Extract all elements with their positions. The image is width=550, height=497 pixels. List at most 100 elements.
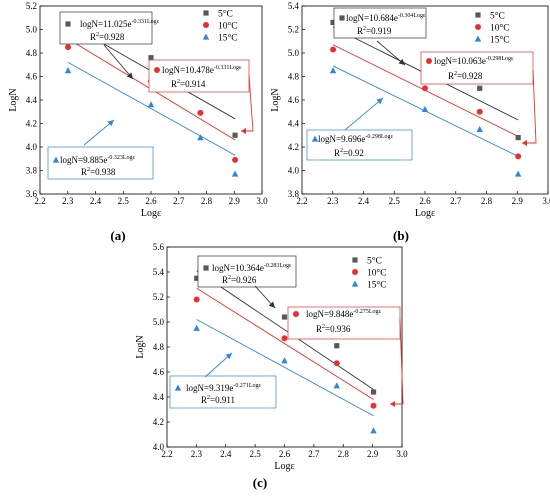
r-squared-text: R2=0.911: [201, 395, 235, 405]
r2-value: =0.92: [343, 148, 364, 158]
data-point: [370, 402, 377, 409]
y-tick-label: 5.2: [153, 292, 164, 302]
y-tick-label: 5.0: [153, 317, 165, 327]
annotation-arrow: [103, 44, 134, 80]
x-tick-label: 2.4: [358, 196, 370, 206]
equation-text: logN=9.885e-0.323Logε: [60, 155, 135, 165]
r2-superscript: 2: [87, 167, 90, 173]
data-point: [193, 296, 200, 303]
r-squared-text: R2=0.919: [357, 26, 392, 36]
x-axis-label: Logε: [274, 461, 294, 472]
legend-label: 5°C: [367, 256, 382, 267]
equation-marker: [52, 156, 60, 163]
data-point: [421, 105, 429, 112]
data-point: [370, 427, 377, 434]
equation-text: logN=11.025e-0.331Logε: [80, 19, 160, 29]
y-tick-label: 3.8: [26, 166, 38, 176]
r2-symbol: R: [90, 32, 96, 42]
equation-exponent: -0.298Logε: [365, 134, 393, 140]
legend-label: 10°C: [218, 21, 238, 32]
data-point: [514, 170, 522, 177]
r2-symbol: R: [201, 395, 207, 405]
r2-value: =0.926: [231, 275, 257, 285]
y-tick-label: 5.0: [26, 25, 38, 35]
x-tick-label: 2.7: [450, 196, 462, 206]
x-tick-label: 2.8: [481, 196, 493, 206]
r2-superscript: 2: [363, 26, 366, 32]
r2-symbol: R: [171, 79, 177, 89]
equation-box: [47, 146, 154, 180]
x-axis-label: Logε: [141, 208, 161, 219]
equation-exponent: -0.331Logε: [214, 65, 242, 71]
y-tick-label: 4.0: [26, 142, 38, 152]
y-tick-label: 4.4: [26, 95, 38, 105]
arrow-head: [398, 58, 405, 65]
data-point: [231, 170, 239, 177]
data-point: [329, 67, 337, 74]
data-point: [148, 55, 154, 61]
y-tick-label: 4.6: [288, 95, 300, 105]
y-tick-label: 4.0: [153, 442, 165, 452]
data-point: [333, 382, 340, 389]
equation-main: logN=9.848e: [306, 309, 353, 319]
x-tick-label: 2.2: [161, 449, 172, 459]
data-point: [515, 153, 522, 160]
annotation-arrow: [83, 119, 115, 146]
x-tick-label: 2.2: [296, 196, 307, 206]
equation-text: logN=9.696e-0.298Logε: [318, 134, 393, 144]
x-tick-label: 2.4: [220, 449, 232, 459]
y-tick-label: 3.8: [288, 189, 300, 199]
r2-symbol: R: [316, 324, 322, 334]
arrow-head: [225, 353, 232, 360]
equation-text: logN=10.478e-0.331Logε: [162, 65, 242, 75]
arrow-head: [522, 140, 527, 146]
data-point: [194, 275, 200, 281]
equation-marker: [339, 15, 345, 21]
r-squared-text: R2=0.938: [81, 167, 116, 177]
y-tick-label: 3.6: [26, 189, 38, 199]
legend-label: 10°C: [367, 268, 387, 279]
chart-panel-1: 2.2 2.3 2.4 2.5 2.6 2.7 2.8 2.9 3.0 3.6 3.8 4.0 4.2 4…: [8, 1, 268, 243]
fit-line-15C: [196, 319, 374, 417]
x-tick-label: 2.2: [34, 196, 45, 206]
equation-exponent: -0.304Logε: [398, 13, 426, 19]
equation-main: logN=9.885e: [60, 155, 107, 165]
equation-main: logN=10.684e: [346, 13, 398, 23]
x-tick-label: 2.7: [173, 196, 185, 206]
annotation-arrow: [344, 97, 384, 131]
r-squared-text: R2=0.936: [316, 324, 351, 334]
legend-marker: [202, 33, 210, 40]
y-axis-label: LogN: [270, 88, 281, 111]
y-tick-label: 4.8: [153, 342, 165, 352]
r2-value: =0.911: [210, 395, 235, 405]
arrow-head: [107, 120, 114, 127]
data-point: [330, 46, 337, 53]
equation-marker: [426, 58, 432, 64]
y-tick-label: 5.2: [288, 25, 299, 35]
panel-label: (b): [393, 228, 409, 243]
legend-label: 5°C: [490, 11, 505, 22]
arrow-head: [126, 72, 133, 79]
x-tick-label: 2.6: [279, 449, 291, 459]
legend-marker: [474, 35, 482, 42]
data-point: [197, 109, 204, 116]
legend-marker: [475, 24, 481, 30]
x-tick-label: 2.5: [250, 449, 262, 459]
r-squared-text: R2=0.928: [90, 32, 125, 42]
data-point: [65, 44, 72, 51]
legend-marker: [203, 22, 209, 28]
r2-symbol: R: [334, 148, 340, 158]
arrow-head: [241, 128, 246, 134]
data-point: [477, 85, 483, 91]
x-tick-label: 2.5: [389, 196, 401, 206]
x-tick-label: 2.4: [90, 196, 102, 206]
legend-marker: [475, 12, 481, 18]
r-squared-text: R2=0.914: [171, 79, 206, 89]
y-tick-label: 4.2: [288, 142, 299, 152]
r2-superscript: 2: [454, 71, 457, 77]
equation-main: logN=10.478e: [162, 65, 214, 75]
r2-superscript: 2: [322, 324, 325, 330]
annotation-arrow: [204, 352, 233, 378]
data-point: [147, 101, 155, 108]
